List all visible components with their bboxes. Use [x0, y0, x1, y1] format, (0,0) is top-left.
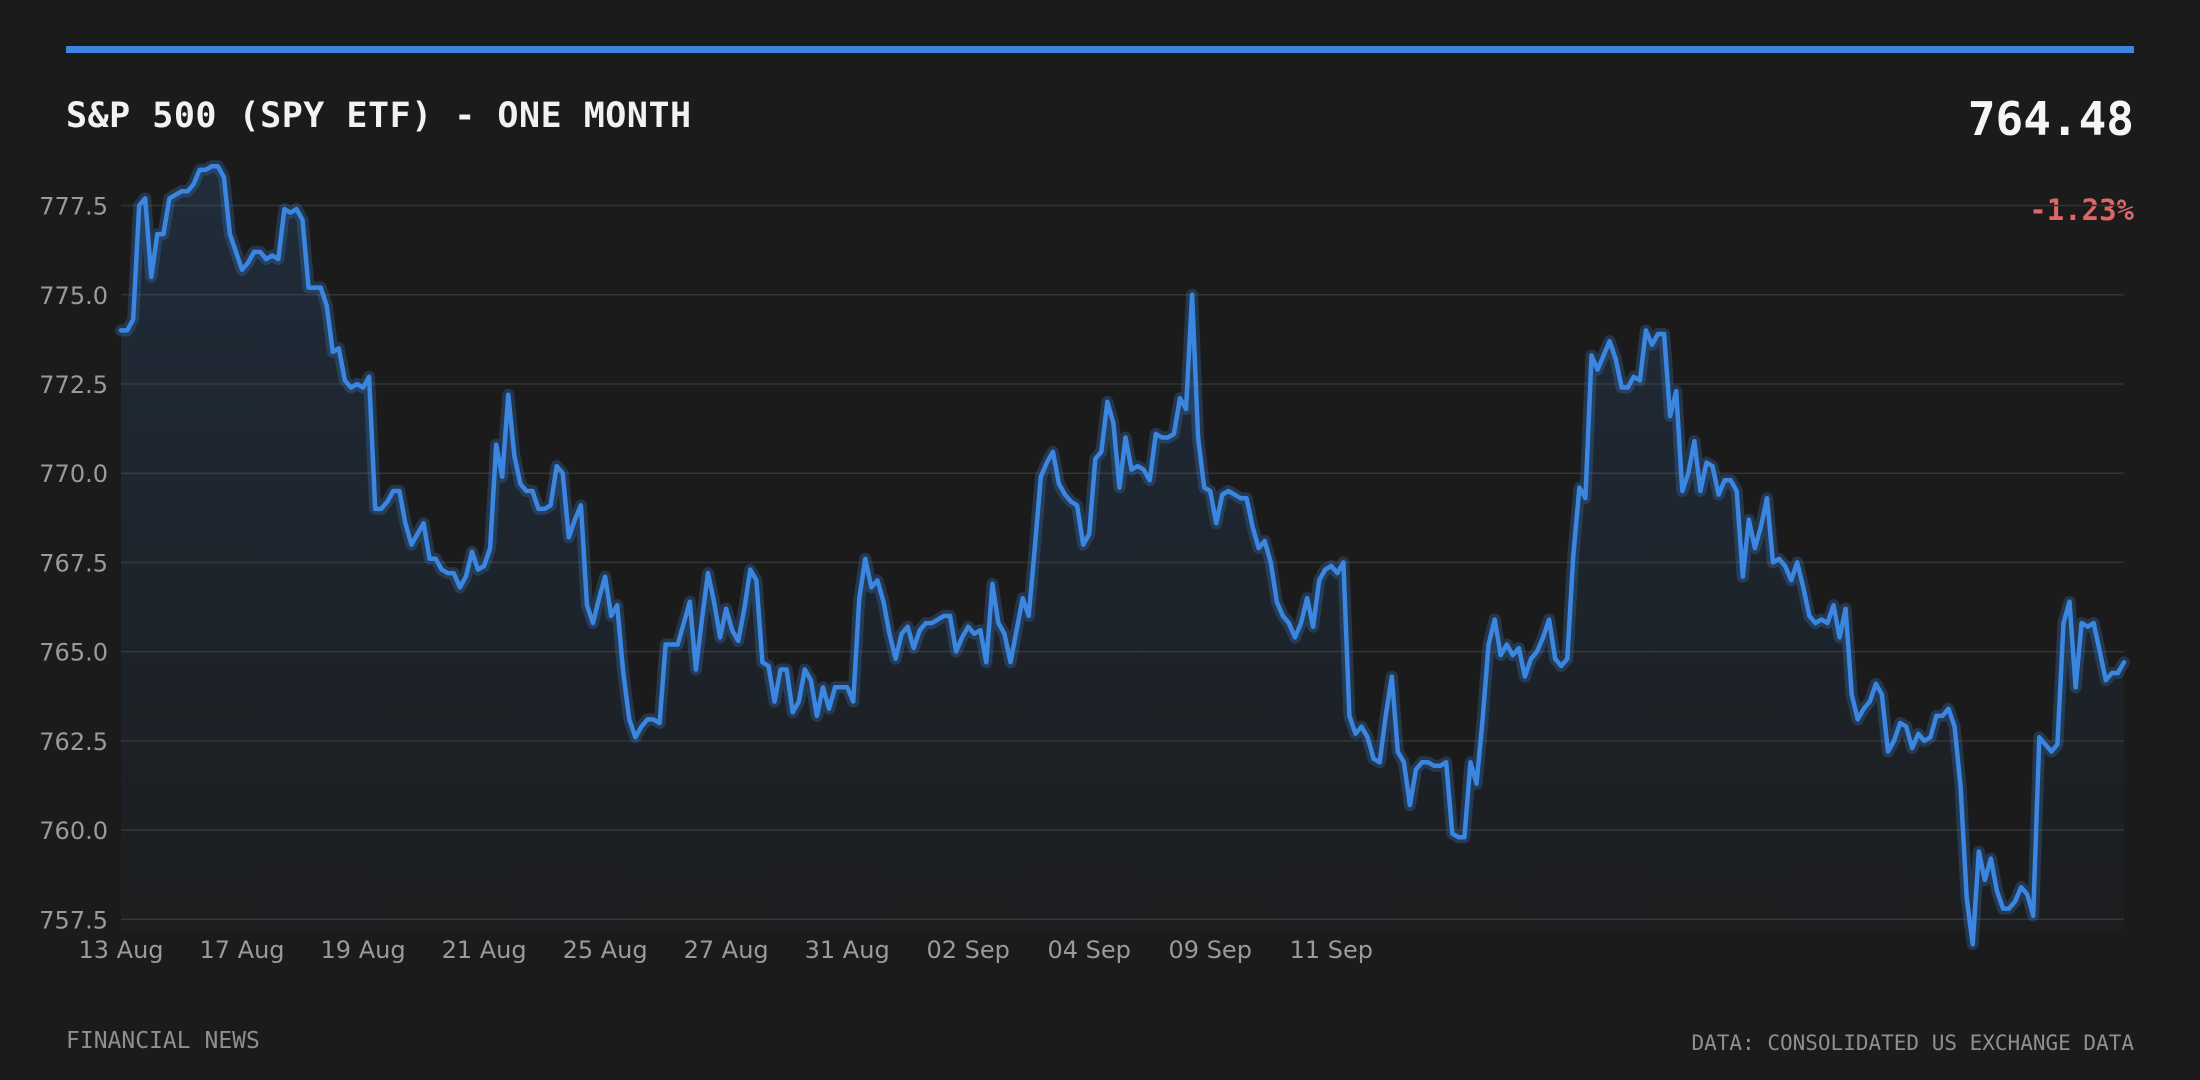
y-tick-label: 775.0: [39, 282, 108, 310]
chart-title: S&P 500 (SPY ETF) - ONE MONTH: [66, 96, 692, 136]
y-axis-labels: 757.5 760.0 762.5 765.0 767.5 770.0 772.5 775.0…: [39, 193, 108, 935]
x-tick-label: 02 Sep: [926, 936, 1009, 964]
y-tick-label: 757.5: [39, 906, 108, 934]
x-tick-label: 25 Aug: [563, 936, 648, 964]
y-tick-label: 767.5: [39, 549, 108, 577]
x-tick-label: 13 Aug: [78, 936, 163, 964]
footer-data-credit: DATA: CONSOLIDATED US EXCHANGE DATA: [1691, 1031, 2134, 1055]
accent-rule: [66, 46, 2134, 53]
y-tick-label: 770.0: [39, 460, 108, 488]
x-tick-label: 31 Aug: [805, 936, 890, 964]
x-tick-label: 09 Sep: [1169, 936, 1252, 964]
x-axis-labels: 13 Aug 17 Aug 19 Aug 21 Aug 25 Aug 27 Aug 31 A…: [78, 936, 1372, 964]
y-tick-label: 765.0: [39, 639, 108, 667]
price-area: [121, 166, 2124, 945]
x-tick-label: 11 Sep: [1290, 936, 1373, 964]
current-price: 764.48: [1967, 92, 2134, 146]
price-line: [118, 164, 2127, 947]
x-tick-label: 27 Aug: [684, 936, 769, 964]
x-tick-label: 04 Sep: [1048, 936, 1131, 964]
y-tick-label: 760.0: [39, 817, 108, 845]
footer-source: FINANCIAL NEWS: [66, 1028, 260, 1054]
y-tick-label: 777.5: [39, 193, 108, 221]
x-tick-label: 17 Aug: [200, 936, 285, 964]
y-tick-label: 762.5: [39, 728, 108, 756]
price-change: -1.23%: [2029, 193, 2134, 227]
x-tick-label: 19 Aug: [321, 936, 406, 964]
x-tick-label: 21 Aug: [442, 936, 527, 964]
y-tick-label: 772.5: [39, 371, 108, 399]
